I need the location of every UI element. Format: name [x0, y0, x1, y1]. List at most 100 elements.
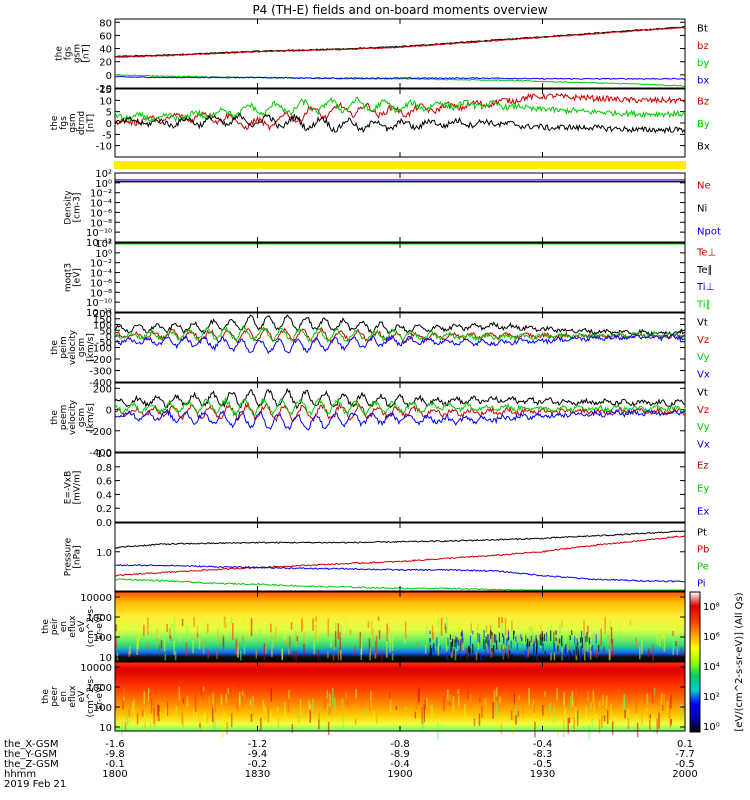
y-tick-label: 10⁻⁶ — [90, 208, 112, 219]
y-tick-label: -50 — [96, 338, 112, 349]
spectrogram-streak — [271, 650, 273, 657]
spectrogram-streak — [404, 634, 406, 644]
spectrogram-streak — [577, 651, 579, 660]
spectrogram-fill — [115, 662, 685, 731]
spectrogram-streak — [204, 712, 207, 724]
spectrogram-streak — [567, 641, 569, 653]
spectrogram-streak — [447, 625, 450, 641]
spectrogram-streak — [324, 696, 326, 709]
x-row-value: 2000 — [672, 769, 697, 780]
spectrogram-streak — [432, 644, 434, 654]
spectrogram-streak — [174, 651, 177, 662]
spectrogram-streak — [484, 699, 487, 705]
spectrogram-streak — [238, 692, 241, 707]
spectrogram-streak — [457, 639, 459, 646]
spectrogram-streak — [367, 702, 369, 707]
trace-bx — [115, 75, 686, 80]
colorbar-label-text: [eV/(cm^2-s-sr-eV)] (All Qs) — [734, 592, 745, 731]
spectrogram-streak — [203, 714, 205, 731]
spectrogram-streak — [484, 640, 486, 651]
spectrogram-streak — [540, 633, 542, 640]
spectrogram-streak — [121, 623, 124, 635]
spectrogram-streak — [543, 633, 545, 642]
spectrogram-streak — [230, 713, 233, 728]
spectrogram-streak — [516, 642, 518, 650]
spectrogram-streak — [461, 630, 464, 641]
spectrogram-colorbar: 10⁸ 10⁶ 10⁴ 10² 10⁰ [eV/(cm^2-s-sr-eV)] (All … — [689, 591, 745, 733]
spectrogram-streak — [260, 717, 262, 731]
y-tick-label: 5 — [106, 108, 112, 119]
spectrogram-streak — [513, 630, 515, 640]
spectrogram-streak — [222, 635, 225, 653]
y-tick-label: -200 — [89, 427, 112, 438]
spectrogram-streak — [214, 697, 217, 713]
spectrogram-streak — [116, 652, 119, 665]
y-tick-label: 0.6 — [96, 477, 112, 488]
spectrogram-streak — [648, 712, 650, 719]
spectrogram-streak — [299, 699, 302, 716]
spectrogram-streak — [163, 637, 166, 652]
spectrogram-streak — [499, 641, 502, 652]
spectrogram-streak — [530, 635, 532, 643]
spectrogram-streak — [663, 635, 666, 652]
y-axis-label-line: [km/s] — [86, 403, 96, 432]
spectrogram-streak — [571, 690, 574, 705]
spectrogram-streak — [255, 649, 258, 659]
spectrogram-streak — [128, 650, 130, 657]
x-row-value: -0.8 — [390, 739, 410, 750]
spectrogram-streak — [156, 629, 158, 645]
spectrogram-streak — [647, 648, 650, 657]
spectrogram-streak — [377, 616, 380, 621]
spectrogram-streak — [355, 689, 357, 698]
spectrogram-streak — [147, 688, 150, 702]
spectrogram-streak — [149, 693, 151, 702]
spectrogram-streak — [493, 690, 496, 702]
spectrogram-streak — [470, 693, 472, 703]
spectrogram-streak — [517, 710, 520, 717]
spectrogram-streak — [446, 651, 448, 661]
y-tick-label: 0.4 — [96, 490, 112, 501]
spectrogram-streak — [200, 687, 202, 696]
y-tick-label: 200 — [93, 384, 112, 395]
spectrogram-streak — [507, 637, 509, 642]
spectrogram-streak — [263, 704, 265, 712]
spectrogram-streak — [171, 623, 173, 629]
spectrogram-streak — [542, 636, 544, 642]
spectrogram-streak — [164, 653, 167, 666]
y-axis-label-line: en — [59, 621, 69, 632]
y-tick-label: 100 — [93, 321, 112, 332]
spectrogram-streak — [173, 616, 176, 635]
spectrogram-streak — [122, 699, 124, 710]
spectrogram-streak — [225, 694, 228, 704]
spectrogram-streak — [578, 712, 580, 721]
y-axis-label-line: eV — [77, 620, 87, 633]
spectrogram-streak — [479, 696, 481, 703]
spectrogram-streak — [550, 630, 552, 641]
y-tick-label: 0.8 — [96, 463, 112, 474]
spectrogram-streak — [462, 638, 464, 643]
spectrogram-streak — [587, 690, 589, 702]
spectrogram-streak — [641, 707, 643, 726]
spectrogram-streak — [227, 687, 230, 695]
spectrogram-streak — [536, 640, 539, 649]
spectrogram-streak — [158, 705, 160, 722]
spectrogram-streak — [326, 690, 329, 699]
spectrogram-streak — [604, 616, 606, 634]
spectrogram-streak — [568, 717, 571, 724]
spectrogram-streak — [115, 624, 118, 632]
spectrogram-streak — [330, 627, 332, 635]
spectrogram-streak — [510, 640, 512, 649]
spectrogram-streak — [669, 718, 672, 728]
spectrogram-streak — [587, 652, 590, 659]
spectrogram-streak — [493, 645, 495, 655]
spectrogram-streak — [649, 714, 652, 719]
spectrogram-streak — [225, 622, 227, 629]
spectrogram-streak — [424, 645, 427, 654]
spectrogram-streak — [452, 696, 455, 712]
spectrogram-streak — [587, 625, 589, 633]
spectrogram-streak — [191, 634, 193, 640]
spectrogram-streak — [485, 696, 487, 713]
y-tick-label: 1000 — [87, 613, 112, 624]
spectrogram-streak — [595, 649, 598, 658]
trace-vx — [114, 333, 686, 355]
